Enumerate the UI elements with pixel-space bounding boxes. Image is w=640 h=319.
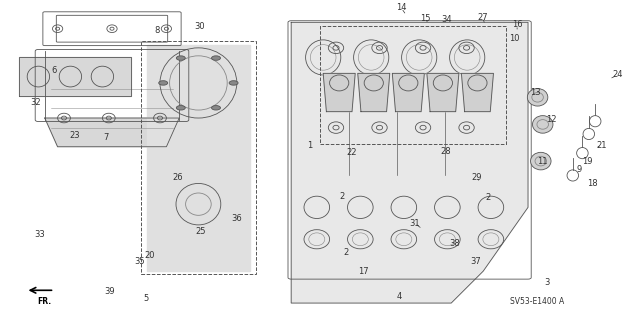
Text: 23: 23: [70, 131, 80, 140]
Text: 14: 14: [396, 4, 406, 12]
Ellipse shape: [159, 81, 168, 85]
Ellipse shape: [527, 88, 548, 106]
Polygon shape: [392, 73, 424, 112]
Text: 17: 17: [358, 267, 369, 276]
Text: 11: 11: [538, 157, 548, 166]
Text: 1: 1: [307, 141, 312, 150]
Text: 8: 8: [154, 26, 159, 35]
Text: 32: 32: [30, 98, 40, 107]
Text: 9: 9: [577, 165, 582, 174]
Text: 30: 30: [195, 22, 205, 31]
Text: 28: 28: [440, 147, 451, 156]
Ellipse shape: [532, 116, 553, 133]
Text: 26: 26: [173, 173, 183, 182]
Text: 27: 27: [477, 13, 488, 22]
Text: 21: 21: [596, 141, 607, 150]
Text: 5: 5: [143, 294, 148, 303]
Ellipse shape: [229, 81, 238, 85]
Text: 10: 10: [509, 34, 520, 43]
Text: 22: 22: [347, 148, 357, 157]
Text: 37: 37: [471, 257, 481, 266]
Text: 19: 19: [582, 157, 593, 166]
Text: 2: 2: [485, 193, 490, 202]
Text: 7: 7: [103, 133, 108, 142]
Text: 6: 6: [52, 66, 57, 75]
Text: 18: 18: [587, 179, 597, 188]
Text: 13: 13: [530, 88, 540, 97]
Polygon shape: [358, 73, 390, 112]
Ellipse shape: [531, 152, 551, 170]
Text: 31: 31: [410, 219, 420, 228]
Text: 38: 38: [449, 239, 460, 248]
Text: SV53-E1400 A: SV53-E1400 A: [511, 297, 564, 306]
Text: 29: 29: [471, 173, 481, 182]
Polygon shape: [147, 45, 250, 271]
Polygon shape: [45, 118, 179, 147]
Text: 39: 39: [105, 287, 115, 296]
Text: 35: 35: [134, 257, 145, 266]
Polygon shape: [461, 73, 493, 112]
Text: 24: 24: [612, 70, 623, 79]
Text: 15: 15: [420, 14, 430, 23]
Text: 3: 3: [544, 278, 549, 287]
Polygon shape: [19, 57, 131, 96]
Polygon shape: [427, 73, 459, 112]
Text: 12: 12: [547, 115, 557, 124]
Text: 2: 2: [343, 248, 348, 256]
Ellipse shape: [177, 56, 186, 60]
Ellipse shape: [211, 106, 220, 110]
Ellipse shape: [211, 56, 220, 60]
Text: 25: 25: [196, 227, 206, 236]
Polygon shape: [323, 73, 355, 112]
Text: 34: 34: [442, 15, 452, 24]
Text: FR.: FR.: [38, 297, 52, 306]
Text: 36: 36: [232, 214, 242, 223]
Text: 16: 16: [512, 20, 522, 29]
Polygon shape: [291, 22, 528, 303]
Ellipse shape: [177, 106, 186, 110]
Text: 2: 2: [340, 192, 345, 201]
Text: 4: 4: [397, 292, 402, 301]
Text: 20: 20: [145, 251, 155, 260]
Text: 33: 33: [35, 230, 45, 239]
